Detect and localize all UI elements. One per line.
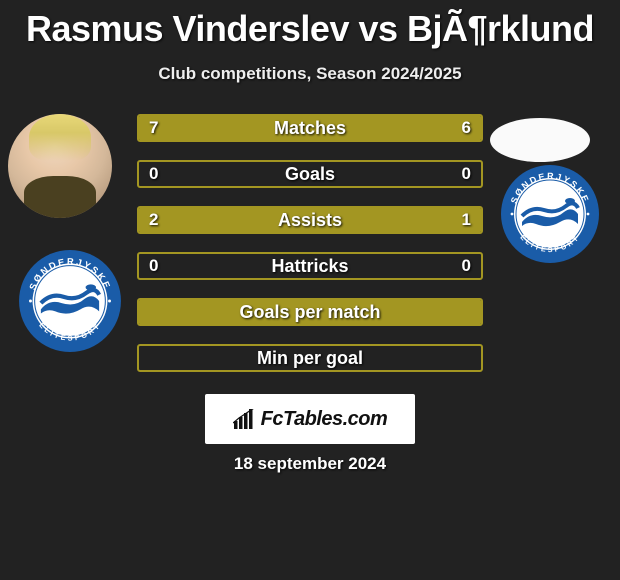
- stat-row: Min per goal: [137, 344, 483, 372]
- stat-row: 0Goals0: [137, 160, 483, 188]
- page-title: Rasmus Vinderslev vs BjÃ¶rklund: [0, 0, 620, 50]
- stat-row: Goals per match: [137, 298, 483, 326]
- subtitle: Club competitions, Season 2024/2025: [0, 64, 620, 84]
- club-badge-icon: SØNDERJYSKE ELITESPORT: [500, 164, 600, 264]
- stat-label: Assists: [139, 208, 481, 232]
- stat-value-right: 0: [462, 254, 471, 278]
- stat-label: Goals: [139, 162, 481, 186]
- stat-label: Min per goal: [139, 346, 481, 370]
- brand-text: FcTables.com: [261, 408, 388, 431]
- player-left-avatar: [8, 114, 112, 218]
- stat-row: 0Hattricks0: [137, 252, 483, 280]
- stat-value-right: 6: [462, 116, 471, 140]
- club-badge-icon: SØNDERJYSKE ELITESPORT: [18, 249, 122, 353]
- stat-label: Goals per match: [139, 300, 481, 324]
- brand-logo: FcTables.com: [205, 394, 415, 444]
- stat-label: Matches: [139, 116, 481, 140]
- date-text: 18 september 2024: [0, 454, 620, 474]
- player-left-club-badge: SØNDERJYSKE ELITESPORT: [18, 249, 122, 353]
- player-right-club-badge: SØNDERJYSKE ELITESPORT: [500, 164, 600, 264]
- stat-row: 2Assists1: [137, 206, 483, 234]
- brand-chart-icon: [233, 409, 257, 429]
- stat-value-right: 1: [462, 208, 471, 232]
- stat-value-right: 0: [462, 162, 471, 186]
- player-right-avatar: [490, 118, 590, 162]
- stat-label: Hattricks: [139, 254, 481, 278]
- stat-row: 7Matches6: [137, 114, 483, 142]
- stats-list: 7Matches60Goals02Assists10Hattricks0Goal…: [137, 114, 483, 390]
